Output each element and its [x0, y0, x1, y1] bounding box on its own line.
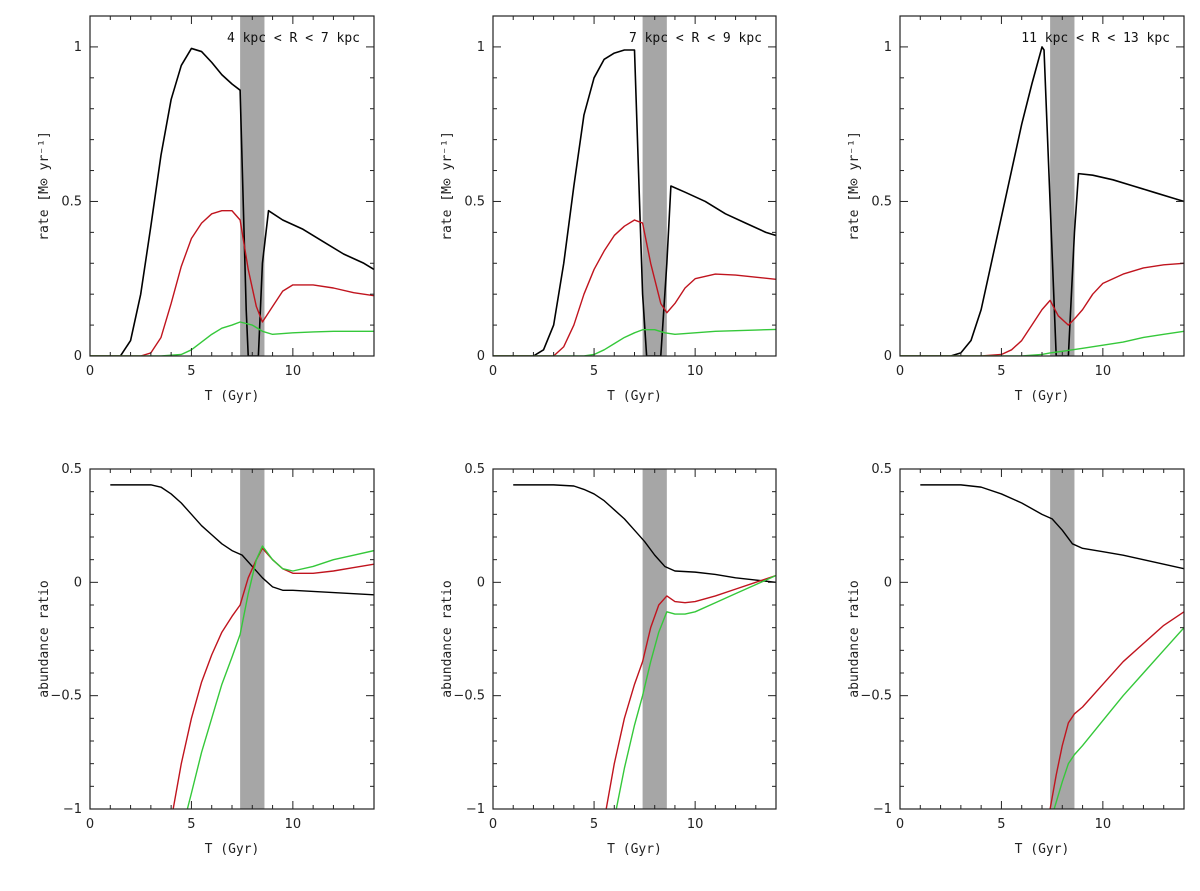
y-tick-label: −0.5	[860, 689, 892, 704]
x-tick-label: 0	[86, 817, 94, 832]
x-tick-label: 10	[1095, 364, 1112, 379]
panel-title: 4 kpc < R < 7 kpc	[227, 31, 360, 46]
y-tick-label: −1	[63, 802, 82, 817]
series-line-green	[493, 328, 776, 356]
y-tick-label: 1	[477, 40, 485, 55]
y-tick-label: 0.5	[871, 194, 892, 209]
series-line-green	[900, 330, 1184, 356]
x-tick-label: 5	[590, 364, 598, 379]
series-line-green	[90, 321, 374, 356]
plot-frame	[89, 468, 375, 810]
plot-frame	[899, 468, 1185, 810]
series-line-green	[615, 574, 776, 809]
y-tick-label: 0.5	[61, 194, 82, 209]
panel-bottom-middle: 0 5 10 −1 −0.5 0 0.5 T (Gyr) abundance ratio	[440, 462, 777, 857]
series-line-total	[900, 46, 1184, 356]
y-tick-label: 0.5	[61, 462, 82, 477]
x-axis-label: T (Gyr)	[1015, 389, 1070, 404]
x-tick-label: 10	[687, 364, 704, 379]
y-tick-label: 0	[477, 575, 485, 590]
x-tick-label: 0	[896, 364, 904, 379]
series-line-total	[493, 49, 776, 356]
y-tick-label: −0.5	[50, 689, 82, 704]
y-tick-label: −1	[873, 802, 892, 817]
x-tick-label: 0	[86, 364, 94, 379]
x-tick-label: 10	[285, 817, 302, 832]
y-tick-label: 0	[884, 575, 892, 590]
series-line-red	[900, 262, 1184, 356]
x-tick-label: 0	[896, 817, 904, 832]
panel-top-left: 0 5 10 0 0.5 1 T (Gyr) rate [M⊙ yr⁻¹] 4 kpc < R …	[37, 15, 375, 404]
x-tick-label: 10	[285, 364, 302, 379]
y-tick-label: 0	[477, 349, 485, 364]
x-tick-label: 5	[997, 364, 1005, 379]
series-line-total	[90, 47, 374, 356]
panel-top-right: 0 5 10 0 0.5 1 T (Gyr) rate [M⊙ yr⁻¹] 11 kpc < R…	[847, 15, 1185, 404]
y-axis-label: abundance ratio	[440, 580, 455, 697]
series-line-red	[493, 219, 776, 356]
shaded-band	[240, 469, 265, 809]
x-tick-label: 5	[590, 817, 598, 832]
x-axis-label: T (Gyr)	[205, 389, 260, 404]
x-tick-label: 10	[687, 817, 704, 832]
series-line-red	[90, 210, 374, 356]
x-tick-label: 0	[489, 817, 497, 832]
x-tick-label: 5	[187, 817, 195, 832]
plot-frame	[89, 15, 375, 357]
panel-bottom-left: 0 5 10 −1 −0.5 0 0.5 T (Gyr) abundance ratio	[37, 462, 375, 857]
series-line-red	[605, 574, 776, 809]
y-axis-label: abundance ratio	[847, 580, 862, 697]
panel-title: 7 kpc < R < 9 kpc	[629, 31, 762, 46]
x-tick-label: 5	[187, 364, 195, 379]
y-tick-label: 0.5	[464, 194, 485, 209]
panel-title: 11 kpc < R < 13 kpc	[1021, 31, 1170, 46]
x-tick-label: 0	[489, 364, 497, 379]
y-tick-label: 0	[74, 349, 82, 364]
shaded-band	[642, 469, 667, 809]
y-tick-label: 0	[74, 575, 82, 590]
plot-frame	[899, 15, 1185, 357]
x-axis-label: T (Gyr)	[205, 842, 260, 857]
y-tick-label: 0.5	[871, 462, 892, 477]
series-line-total	[920, 484, 1184, 570]
y-tick-label: 0.5	[464, 462, 485, 477]
series-line-green	[186, 545, 374, 809]
x-axis-label: T (Gyr)	[1015, 842, 1070, 857]
y-axis-label: rate [M⊙ yr⁻¹]	[37, 131, 52, 241]
y-tick-label: −0.5	[453, 689, 485, 704]
y-axis-label: abundance ratio	[37, 580, 52, 697]
series-line-red	[172, 547, 374, 809]
series-line-total	[110, 484, 374, 596]
shaded-band	[642, 16, 667, 356]
x-tick-label: 10	[1095, 817, 1112, 832]
y-axis-label: rate [M⊙ yr⁻¹]	[440, 131, 455, 241]
x-tick-label: 5	[997, 817, 1005, 832]
panel-bottom-right: 0 5 10 −1 −0.5 0 0.5 T (Gyr) abundance ratio	[847, 462, 1185, 857]
y-tick-label: −1	[466, 802, 485, 817]
y-tick-label: 1	[884, 40, 892, 55]
y-axis-label: rate [M⊙ yr⁻¹]	[847, 131, 862, 241]
shaded-band	[1050, 469, 1075, 809]
series-line-green	[1053, 627, 1184, 809]
series-line-total	[513, 484, 776, 584]
y-tick-label: 1	[74, 40, 82, 55]
x-axis-label: T (Gyr)	[607, 842, 662, 857]
plot-frame	[492, 468, 777, 810]
series-line-red	[1049, 611, 1184, 809]
x-axis-label: T (Gyr)	[607, 389, 662, 404]
y-tick-label: 0	[884, 349, 892, 364]
panel-top-middle: 0 5 10 0 0.5 1 T (Gyr) rate [M⊙ yr⁻¹] 7 kpc < R …	[440, 15, 777, 404]
